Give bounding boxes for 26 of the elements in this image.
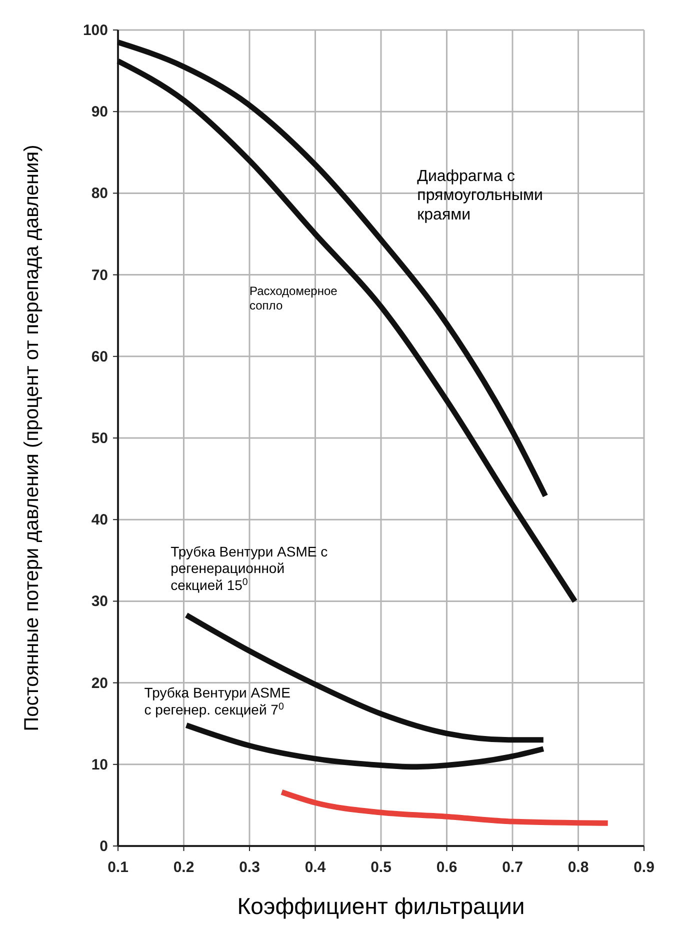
y-tick-label: 70 — [91, 266, 108, 284]
y-tick-label: 0 — [100, 838, 108, 855]
x-axis-title: Коэффициент фильтрации — [237, 893, 525, 919]
x-tick-label: 0.7 — [502, 859, 523, 876]
y-tick-label: 80 — [91, 185, 108, 202]
x-tick-label: 0.6 — [436, 859, 458, 876]
x-tick-label: 0.1 — [108, 859, 128, 876]
y-tick-label: 20 — [91, 674, 108, 692]
x-tick-label: 0.4 — [304, 859, 326, 876]
y-tick-label: 90 — [91, 104, 108, 121]
x-tick-label: 0.2 — [173, 859, 194, 876]
y-tick-label: 60 — [91, 348, 108, 366]
y-axis-title: Постоянные потери давления (процент от перепада давления) — [21, 144, 43, 732]
series-label: Трубка Вентури ASME с регенерационной секцией 15$^{0}$ — [170, 543, 328, 593]
x-tick-label: 0.3 — [239, 859, 260, 876]
text: Диафрагма с прямоугольными краями — [417, 168, 543, 224]
text: Трубка Вентури ASME с регенер. секцией 7$^{0}$ — [144, 684, 290, 718]
y-tick-label: 100 — [82, 22, 108, 39]
y-tick-label: 40 — [91, 512, 108, 529]
y-tick-label: 30 — [91, 593, 108, 610]
x-tick-label: 0.8 — [568, 859, 589, 876]
x-tick-label: 0.9 — [634, 859, 654, 876]
x-tick-label: 0.5 — [370, 859, 392, 876]
y-tick-label: 50 — [91, 430, 108, 447]
series-label: Расходомерное сопло — [250, 284, 338, 313]
y-tick-label: 10 — [91, 756, 108, 774]
